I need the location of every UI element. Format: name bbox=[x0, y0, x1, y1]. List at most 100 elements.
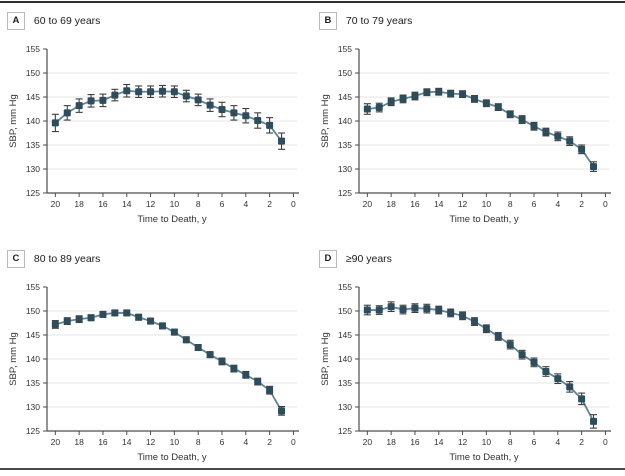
svg-text:2: 2 bbox=[579, 437, 584, 447]
svg-text:150: 150 bbox=[338, 68, 352, 78]
svg-text:18: 18 bbox=[74, 199, 84, 209]
svg-text:SBP, mm Hg: SBP, mm Hg bbox=[8, 94, 19, 148]
svg-text:10: 10 bbox=[170, 199, 180, 209]
svg-text:4: 4 bbox=[555, 199, 560, 209]
svg-text:14: 14 bbox=[434, 437, 444, 447]
svg-text:135: 135 bbox=[26, 378, 40, 388]
svg-text:8: 8 bbox=[508, 199, 513, 209]
svg-text:150: 150 bbox=[338, 306, 352, 316]
panel-a: A 60 to 69 years 125 130 135 140 145 150 155 20… bbox=[0, 3, 312, 241]
svg-text:8: 8 bbox=[196, 437, 201, 447]
panel-b: B 70 to 79 years 125 130 135 140 145 150 155 20… bbox=[312, 3, 624, 241]
svg-text:135: 135 bbox=[26, 140, 40, 150]
panel-c-header: C 80 to 89 years bbox=[7, 250, 100, 268]
svg-text:6: 6 bbox=[532, 199, 537, 209]
svg-text:16: 16 bbox=[410, 199, 420, 209]
svg-text:SBP, mm Hg: SBP, mm Hg bbox=[320, 94, 331, 148]
panel-d: D ≥90 years 125 130 135 140 145 150 155 20 18 16 1… bbox=[312, 241, 624, 476]
svg-text:20: 20 bbox=[51, 437, 61, 447]
svg-text:130: 130 bbox=[26, 402, 40, 412]
svg-text:155: 155 bbox=[338, 44, 352, 54]
figure-top-rule bbox=[0, 1, 625, 3]
svg-text:2: 2 bbox=[267, 199, 272, 209]
svg-text:140: 140 bbox=[26, 354, 40, 364]
panel-b-title: 70 to 79 years bbox=[345, 14, 413, 27]
svg-text:125: 125 bbox=[26, 188, 40, 198]
svg-text:145: 145 bbox=[26, 330, 40, 340]
svg-text:130: 130 bbox=[338, 402, 352, 412]
svg-text:150: 150 bbox=[26, 68, 40, 78]
svg-text:20: 20 bbox=[51, 199, 61, 209]
svg-text:Time to Death, y: Time to Death, y bbox=[449, 452, 519, 463]
svg-text:145: 145 bbox=[338, 92, 352, 102]
svg-text:12: 12 bbox=[458, 199, 468, 209]
svg-text:6: 6 bbox=[220, 199, 225, 209]
svg-text:2: 2 bbox=[267, 437, 272, 447]
svg-text:10: 10 bbox=[482, 437, 492, 447]
svg-text:155: 155 bbox=[338, 282, 352, 292]
svg-text:12: 12 bbox=[146, 437, 156, 447]
svg-text:8: 8 bbox=[196, 199, 201, 209]
svg-text:155: 155 bbox=[26, 44, 40, 54]
figure-bottom-rule bbox=[0, 468, 625, 470]
svg-text:130: 130 bbox=[26, 164, 40, 174]
panel-d-letter: D bbox=[319, 250, 337, 268]
svg-text:2: 2 bbox=[579, 199, 584, 209]
svg-text:145: 145 bbox=[26, 92, 40, 102]
svg-text:20: 20 bbox=[363, 199, 373, 209]
panel-c-title: 80 to 89 years bbox=[33, 252, 101, 265]
svg-text:18: 18 bbox=[74, 437, 84, 447]
panel-a-title: 60 to 69 years bbox=[33, 14, 101, 27]
svg-text:0: 0 bbox=[291, 437, 296, 447]
svg-text:140: 140 bbox=[338, 354, 352, 364]
svg-text:135: 135 bbox=[338, 140, 352, 150]
svg-text:0: 0 bbox=[291, 199, 296, 209]
svg-text:Time to Death, y: Time to Death, y bbox=[449, 214, 519, 225]
svg-text:4: 4 bbox=[243, 199, 248, 209]
svg-text:SBP, mm Hg: SBP, mm Hg bbox=[320, 332, 331, 386]
svg-text:6: 6 bbox=[220, 437, 225, 447]
panel-b-header: B 70 to 79 years bbox=[319, 12, 412, 30]
panel-c: C 80 to 89 years 125 130 135 140 145 150 155 20… bbox=[0, 241, 312, 476]
panel-c-letter: C bbox=[7, 250, 25, 268]
svg-text:10: 10 bbox=[482, 199, 492, 209]
svg-text:12: 12 bbox=[458, 437, 468, 447]
svg-text:4: 4 bbox=[555, 437, 560, 447]
svg-text:140: 140 bbox=[26, 116, 40, 126]
svg-text:Time to Death, y: Time to Death, y bbox=[137, 214, 207, 225]
svg-text:130: 130 bbox=[338, 164, 352, 174]
svg-text:12: 12 bbox=[146, 199, 156, 209]
svg-text:18: 18 bbox=[386, 199, 396, 209]
panel-grid: A 60 to 69 years 125 130 135 140 145 150 155 20… bbox=[0, 3, 625, 468]
panel-d-title: ≥90 years bbox=[345, 252, 392, 265]
svg-text:125: 125 bbox=[26, 426, 40, 436]
svg-text:0: 0 bbox=[603, 199, 608, 209]
svg-text:16: 16 bbox=[98, 199, 108, 209]
svg-text:8: 8 bbox=[508, 437, 513, 447]
svg-text:SBP, mm Hg: SBP, mm Hg bbox=[8, 332, 19, 386]
svg-text:4: 4 bbox=[243, 437, 248, 447]
svg-text:6: 6 bbox=[532, 437, 537, 447]
svg-text:14: 14 bbox=[434, 199, 444, 209]
svg-text:Time to Death, y: Time to Death, y bbox=[137, 452, 207, 463]
svg-text:20: 20 bbox=[363, 437, 373, 447]
panel-a-letter: A bbox=[7, 12, 25, 30]
panel-b-letter: B bbox=[319, 12, 337, 30]
svg-text:125: 125 bbox=[338, 426, 352, 436]
svg-text:140: 140 bbox=[338, 116, 352, 126]
svg-text:14: 14 bbox=[122, 199, 132, 209]
svg-text:155: 155 bbox=[26, 282, 40, 292]
svg-text:16: 16 bbox=[410, 437, 420, 447]
svg-text:16: 16 bbox=[98, 437, 108, 447]
panel-d-header: D ≥90 years bbox=[319, 250, 392, 268]
svg-text:135: 135 bbox=[338, 378, 352, 388]
svg-text:14: 14 bbox=[122, 437, 132, 447]
svg-text:0: 0 bbox=[603, 437, 608, 447]
panel-a-header: A 60 to 69 years bbox=[7, 12, 100, 30]
svg-text:150: 150 bbox=[26, 306, 40, 316]
